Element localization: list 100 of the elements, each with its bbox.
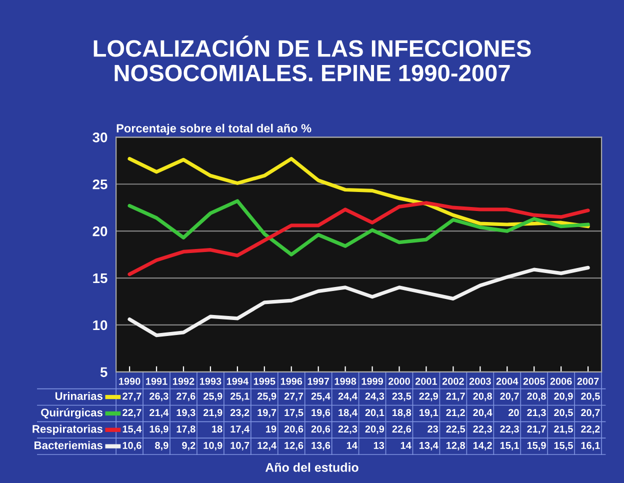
- data-label: 15,9: [527, 442, 546, 450]
- data-label: 25,4: [311, 392, 330, 402]
- data-label: 20,6: [311, 425, 330, 434]
- data-label: 22,2: [581, 425, 600, 434]
- line-series: [128, 201, 590, 276]
- x-tick-label: 1994: [226, 378, 249, 385]
- data-label: 27,6: [176, 392, 196, 402]
- data-label: 22,3: [473, 425, 492, 434]
- data-label: 10,6: [122, 442, 142, 450]
- data-label: 23,5: [392, 392, 412, 402]
- data-label: 8,9: [155, 442, 168, 450]
- line-series: [128, 199, 590, 256]
- y-tick-label: 30: [92, 132, 108, 142]
- data-label: 14: [346, 442, 358, 449]
- data-label: 12,4: [258, 442, 276, 450]
- y-axis-title: Porcentaje sobre el total del año %: [116, 124, 312, 135]
- data-label: 20,9: [365, 425, 384, 434]
- x-tick-label: 2001: [415, 378, 438, 385]
- data-label: 14,2: [473, 442, 492, 450]
- x-tick-label: 2003: [469, 378, 491, 385]
- data-label: 19,1: [420, 409, 438, 418]
- x-tick-label: 2000: [388, 378, 410, 385]
- x-tick-label: 2004: [496, 378, 518, 385]
- data-label: 21,4: [150, 409, 169, 418]
- data-label: 23,2: [230, 409, 250, 418]
- x-tick-label: 1997: [308, 378, 330, 385]
- x-tick-label: 2006: [550, 378, 572, 385]
- x-tick-label: 2005: [523, 378, 545, 385]
- text: Año del estudio: [265, 462, 358, 472]
- data-label: 13,4: [420, 442, 438, 450]
- data-label: 25,9: [257, 392, 276, 402]
- y-tick-label: 10: [93, 320, 108, 330]
- data-label: 21,9: [203, 409, 222, 418]
- y-tick-label: 20: [92, 226, 108, 236]
- legend-label: Quirúrgicas: [41, 408, 103, 419]
- data-label: 20,7: [500, 392, 519, 402]
- data-label: 14: [400, 442, 412, 449]
- data-label: 22,3: [338, 425, 358, 434]
- data-label: 12,6: [284, 442, 304, 450]
- x-tick-label: 1993: [200, 378, 222, 385]
- data-label: 20,1: [365, 409, 384, 418]
- data-label: 25,9: [203, 392, 222, 402]
- data-label: 19,7: [258, 409, 276, 418]
- data-label: 20,9: [554, 392, 573, 402]
- data-label: 24,3: [365, 392, 384, 402]
- data-label: 22,7: [122, 409, 142, 418]
- y-tick-label: 25: [92, 179, 108, 190]
- data-label: 22,3: [500, 425, 519, 434]
- x-tick-label: 2007: [577, 378, 599, 385]
- data-label: 25,1: [230, 392, 250, 402]
- data-label: 17,4: [230, 426, 250, 434]
- data-label: 12,8: [446, 442, 466, 450]
- x-tick-label: 1999: [362, 378, 384, 385]
- x-tick-label: 1998: [334, 378, 356, 385]
- data-label: 15,1: [500, 442, 519, 450]
- data-label: 20,4: [473, 409, 492, 418]
- data-label: 20,5: [581, 392, 600, 402]
- chart-title: LOCALIZACIÓN DE LAS INFECCIONES NOSOCOMIALES. EPINE 1990-2007: [94, 36, 531, 82]
- data-label: 22,5: [446, 425, 466, 434]
- data-label: 27,7: [284, 392, 304, 402]
- x-tick-label: 1995: [254, 378, 276, 385]
- data-label: 20,5: [554, 409, 573, 418]
- data-label: 20,8: [473, 392, 492, 402]
- data-label: 17,5: [284, 409, 304, 418]
- data-label: 10,7: [230, 442, 250, 450]
- legend-label: Respiratorias: [32, 424, 103, 436]
- data-label: 10,9: [204, 442, 222, 450]
- data-label: 18,4: [338, 409, 358, 418]
- data-label: 20,7: [581, 409, 600, 418]
- data-label: 19,3: [176, 409, 196, 418]
- data-label: 13,6: [312, 442, 330, 450]
- data-label: 24,4: [338, 392, 358, 402]
- data-label: 21,7: [446, 392, 465, 402]
- data-label: 27,7: [122, 392, 142, 402]
- data-label: 21,2: [446, 409, 465, 418]
- data-label: 13: [374, 442, 384, 449]
- x-tick-label: 1996: [280, 378, 302, 385]
- data-label: 26,3: [150, 392, 168, 402]
- data-label: 23: [428, 425, 438, 433]
- data-label: 22,6: [392, 425, 412, 434]
- legend-label: Bacteriemias: [34, 441, 103, 450]
- data-label: 16,9: [150, 425, 168, 434]
- data-label: 21,7: [527, 425, 546, 434]
- data-label: 18: [212, 425, 222, 433]
- data-label: 15,4: [122, 426, 142, 434]
- legend-label: Urinarias: [55, 392, 103, 400]
- x-tick-label: 2002: [442, 378, 464, 385]
- line-series: [128, 266, 590, 338]
- data-label: 20,8: [527, 392, 546, 402]
- data-label: 22,9: [419, 392, 438, 402]
- data-label: 20,6: [284, 425, 304, 434]
- x-tick-label: 1991: [146, 378, 168, 385]
- data-label: 16,1: [581, 442, 600, 450]
- data-label: 19: [266, 425, 276, 433]
- data-label: 15,5: [554, 442, 573, 450]
- data-label: 21,3: [527, 409, 546, 418]
- data-label: 9,2: [182, 442, 196, 450]
- data-label: 18,8: [392, 409, 412, 418]
- data-label: 19,6: [312, 409, 330, 418]
- data-label: 20: [508, 409, 519, 416]
